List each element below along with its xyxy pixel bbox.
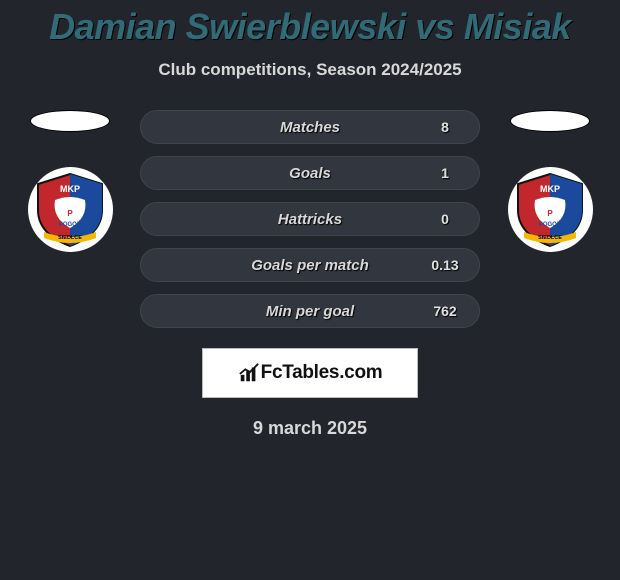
stat-row-min-per-goal: Min per goal 762 [140, 294, 480, 328]
stat-label: Goals per match [209, 257, 411, 274]
stat-label: Matches [209, 119, 411, 136]
pogon-siedlce-logo-icon: MKP P POGOŃ SIEDLCE [30, 170, 110, 250]
bar-chart-icon [238, 362, 260, 384]
svg-text:POGOŃ: POGOŃ [59, 220, 81, 228]
subtitle: Club competitions, Season 2024/2025 [0, 60, 620, 80]
stat-right-value: 762 [411, 303, 479, 319]
stat-row-goals-per-match: Goals per match 0.13 [140, 248, 480, 282]
svg-text:MKP: MKP [540, 184, 560, 194]
right-flag-oval [510, 110, 590, 132]
left-player-column: MKP P POGOŃ SIEDLCE [20, 110, 120, 252]
svg-text:SIEDLCE: SIEDLCE [58, 235, 82, 241]
stat-right-value: 8 [411, 119, 479, 135]
page-title: Damian Swierblewski vs Misiak [0, 0, 620, 48]
date-text: 9 march 2025 [0, 418, 620, 439]
right-club-logo: MKP P POGOŃ SIEDLCE [508, 167, 593, 252]
stat-right-value: 0 [411, 211, 479, 227]
stat-label: Hattricks [209, 211, 411, 228]
stat-label: Min per goal [209, 303, 411, 320]
left-flag-oval [30, 110, 110, 132]
stat-row-goals: Goals 1 [140, 156, 480, 190]
svg-text:MKP: MKP [60, 184, 80, 194]
svg-text:P: P [547, 209, 553, 218]
stat-row-hattricks: Hattricks 0 [140, 202, 480, 236]
stats-container: MKP P POGOŃ SIEDLCE Matches 8 Goals 1 Ha… [0, 110, 620, 328]
brand-text: FcTables.com [261, 362, 383, 384]
pogon-siedlce-logo-icon: MKP P POGOŃ SIEDLCE [510, 170, 590, 250]
svg-text:POGOŃ: POGOŃ [539, 220, 561, 228]
stat-label: Goals [209, 165, 411, 182]
svg-text:P: P [67, 209, 73, 218]
stat-row-matches: Matches 8 [140, 110, 480, 144]
brand-box: FcTables.com [202, 348, 418, 398]
stat-right-value: 0.13 [411, 257, 479, 273]
right-player-column: MKP P POGOŃ SIEDLCE [500, 110, 600, 252]
stat-right-value: 1 [411, 165, 479, 181]
stats-list: Matches 8 Goals 1 Hattricks 0 Goals per … [140, 110, 480, 328]
svg-text:SIEDLCE: SIEDLCE [538, 235, 562, 241]
left-club-logo: MKP P POGOŃ SIEDLCE [28, 167, 113, 252]
